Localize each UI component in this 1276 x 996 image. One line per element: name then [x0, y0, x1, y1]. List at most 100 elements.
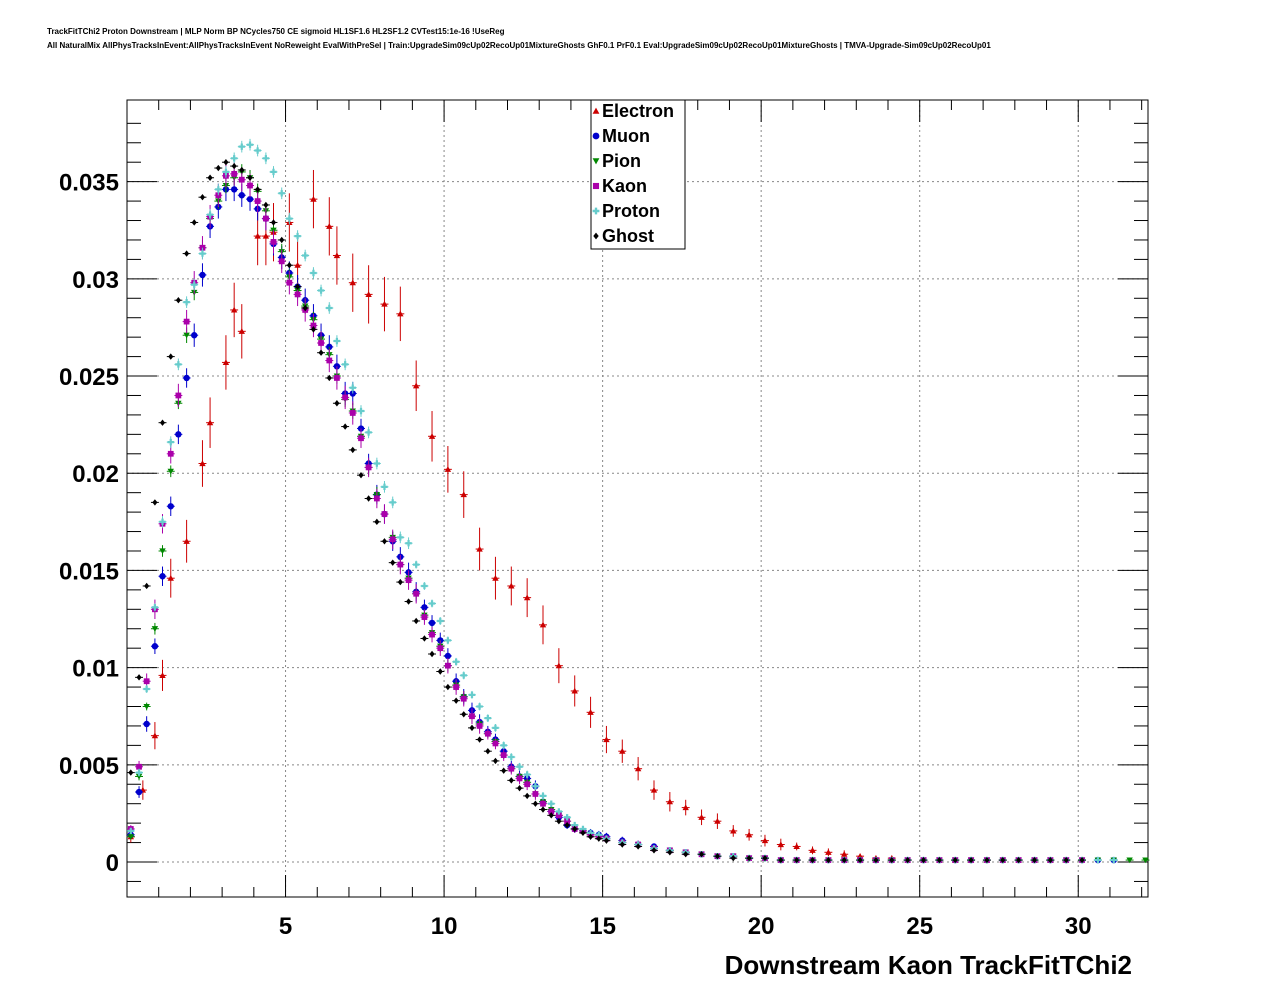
data-point	[444, 637, 452, 644]
data-point	[247, 182, 253, 189]
data-point	[936, 856, 942, 864]
data-point	[428, 433, 436, 439]
data-point	[143, 678, 150, 685]
data-point	[136, 674, 142, 681]
data-point	[199, 271, 206, 279]
data-point	[381, 511, 388, 517]
data-point	[326, 357, 333, 364]
legend-label: Proton	[602, 201, 660, 221]
legend-entry: Kaon	[592, 176, 647, 196]
data-point	[516, 775, 523, 782]
data-point	[825, 856, 831, 864]
data-point	[294, 262, 301, 268]
data-point	[634, 765, 642, 772]
data-point	[215, 164, 221, 172]
data-point	[143, 720, 150, 728]
data-point	[127, 834, 135, 840]
data-point	[746, 854, 752, 862]
data-point	[508, 753, 515, 761]
data-point	[476, 723, 483, 729]
data-point	[460, 672, 467, 679]
title-line-2: All NaturalMix AllPhysTracksInEvent:AllP…	[47, 41, 991, 50]
data-point	[580, 829, 586, 837]
data-point	[484, 730, 491, 737]
data-point	[199, 193, 206, 201]
data-point	[548, 812, 554, 819]
data-point	[373, 460, 381, 467]
data-point	[381, 538, 388, 545]
data-point	[238, 192, 245, 199]
data-point	[619, 841, 625, 848]
data-point	[286, 215, 293, 222]
data-point	[548, 808, 555, 815]
data-point	[341, 361, 349, 368]
legend-label: Pion	[602, 151, 641, 171]
data-point	[128, 769, 134, 776]
data-point	[286, 262, 292, 269]
data-point	[635, 843, 641, 850]
data-point	[1079, 856, 1085, 864]
data-point	[230, 186, 238, 193]
data-point	[1047, 856, 1053, 864]
data-point	[357, 425, 365, 432]
data-point	[167, 438, 174, 446]
data-point	[262, 155, 270, 162]
data-point	[485, 748, 491, 755]
data-point	[603, 837, 609, 844]
data-point	[397, 534, 404, 541]
data-point	[318, 340, 324, 346]
legend-entry: Ghost	[593, 226, 654, 246]
data-point	[270, 168, 277, 176]
data-point	[326, 304, 333, 312]
data-point	[905, 856, 911, 864]
data-point	[238, 328, 245, 334]
data-point	[1094, 856, 1102, 864]
data-point	[595, 831, 603, 838]
data-point	[223, 159, 229, 166]
data-point	[302, 304, 308, 312]
legend-entry: Muon	[592, 126, 650, 146]
grid-lines	[127, 100, 1148, 897]
data-point	[136, 763, 142, 770]
data-point	[516, 763, 523, 770]
data-point	[1016, 856, 1022, 864]
data-point	[809, 847, 816, 853]
data-point	[596, 835, 602, 842]
data-point	[365, 464, 372, 471]
data-point	[238, 176, 245, 183]
data-point	[698, 814, 705, 820]
data-point	[159, 573, 166, 580]
data-point	[310, 322, 317, 329]
data-point	[159, 672, 166, 678]
data-point	[571, 687, 578, 694]
data-point	[588, 833, 594, 840]
data-point	[175, 431, 182, 438]
data-point	[841, 856, 847, 864]
data-point	[444, 652, 452, 660]
data-point	[1000, 856, 1006, 864]
data-point	[532, 800, 538, 807]
data-point	[1110, 856, 1117, 864]
data-point	[143, 685, 150, 693]
data-point	[501, 767, 507, 774]
data-point	[540, 806, 546, 813]
data-point	[667, 849, 673, 856]
x-tick-label: 25	[906, 913, 933, 940]
data-point	[555, 662, 563, 669]
data-point	[342, 394, 349, 401]
data-point	[841, 851, 848, 857]
data-point	[794, 856, 800, 864]
data-point	[310, 269, 317, 277]
axis-ticks: 5 10 15 20 25 30 0 0.005 0.01 0.015 0.02 0.025 0.03 0…	[59, 100, 1148, 940]
data-point	[714, 817, 721, 824]
data-point	[230, 155, 238, 162]
y-tick-label: 0.005	[59, 753, 119, 780]
data-point	[523, 771, 531, 778]
data-point	[295, 283, 301, 290]
data-point	[825, 849, 832, 855]
data-point	[413, 590, 420, 597]
data-point	[127, 827, 135, 835]
data-point	[152, 499, 158, 506]
data-point	[397, 578, 403, 586]
data-point	[135, 773, 143, 780]
